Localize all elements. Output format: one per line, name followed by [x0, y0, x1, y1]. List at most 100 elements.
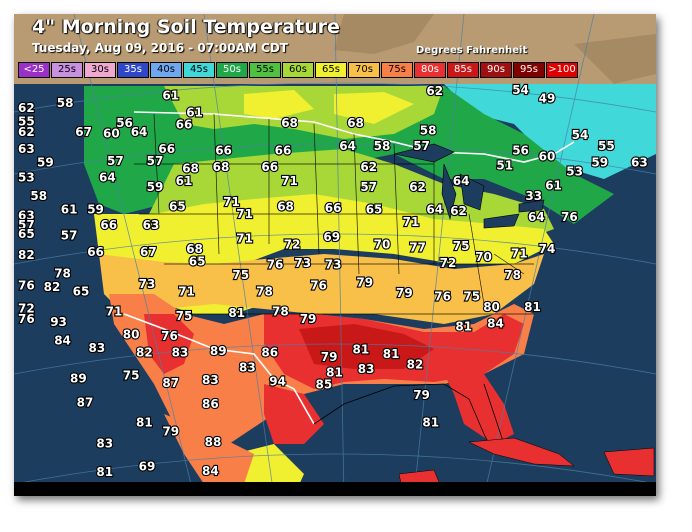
national-border [123, 111, 575, 425]
bottom-band [14, 482, 656, 496]
temperature-label: 85 [316, 377, 333, 391]
temperature-label: 94 [269, 374, 286, 388]
temperature-label: 70 [374, 238, 391, 252]
temperature-label: 60 [539, 149, 556, 163]
temperature-label: 88 [205, 435, 222, 449]
legend-swatch-12: 80s [414, 62, 446, 78]
temperature-label: 79 [162, 425, 179, 439]
temperature-label: 83 [89, 341, 106, 355]
temperature-label: 72 [284, 238, 301, 252]
temperature-label: 71 [236, 232, 253, 246]
temperature-label: 54 [512, 83, 529, 97]
temperature-label: 82 [44, 280, 61, 294]
temperature-label: 61 [162, 89, 179, 103]
temperature-label: 83 [96, 437, 113, 451]
temperature-label: 65 [189, 254, 206, 268]
temperature-label: 76 [267, 257, 284, 271]
temperature-label: 83 [172, 346, 189, 360]
legend-swatch-0: <25 [18, 62, 50, 78]
temperature-label: 78 [256, 285, 273, 299]
temperature-label: 81 [524, 300, 541, 314]
graticule [14, 14, 656, 496]
temperature-label: 57 [147, 154, 164, 168]
legend-swatch-8: 60s [282, 62, 314, 78]
temperature-label: 78 [504, 268, 521, 282]
temperature-label: 59 [87, 203, 104, 217]
temperature-label: 65 [73, 285, 90, 299]
temperature-label: 57 [18, 218, 35, 232]
temperature-labels: 62 58 61 61 62 54 49 55 56 66 62 67 60 64 68 68 58 54 55 63… [17, 82, 649, 480]
temperature-label: 72 [440, 256, 457, 270]
temperature-label: 62 [426, 84, 443, 98]
temperature-label: 82 [407, 358, 424, 372]
temperature-label: 63 [18, 209, 35, 223]
temperature-label: 59 [37, 156, 54, 170]
temperature-label: 81 [326, 365, 343, 379]
temperature-field [84, 84, 656, 496]
temperature-label: 75 [232, 268, 249, 282]
temperature-label: 73 [294, 256, 311, 270]
temperature-label: 68 [281, 116, 298, 130]
temperature-label: 75 [453, 239, 470, 253]
temperature-label: 71 [178, 285, 195, 299]
temperature-label: 87 [162, 376, 179, 390]
temperature-label: 76 [18, 279, 35, 293]
legend-swatch-10: 70s [348, 62, 380, 78]
temperature-label: 73 [139, 277, 156, 291]
temperature-label: 81 [383, 347, 400, 361]
temperature-label: 81 [422, 415, 439, 429]
temperature-label: 71 [106, 305, 123, 319]
temperature-label: 62 [409, 180, 426, 194]
temperature-label: 65 [18, 227, 35, 241]
temperature-label: 57 [107, 154, 124, 168]
temperature-label: 61 [545, 178, 562, 192]
temperature-label: 62 [450, 204, 467, 218]
temperature-label: 57 [360, 180, 377, 194]
temperature-label: 66 [215, 143, 232, 157]
temperature-label: 61 [61, 203, 78, 217]
temperature-label: 71 [281, 174, 298, 188]
temperature-label: 68 [277, 200, 294, 214]
temperature-label: 55 [598, 139, 615, 153]
temperature-label: 56 [116, 116, 133, 130]
temperature-label: 59 [591, 156, 608, 170]
temperature-label: 56 [512, 143, 529, 157]
temperature-label: 66 [158, 142, 175, 156]
legend-swatch-2: 30s [84, 62, 116, 78]
legend-swatch-6: 50s [216, 62, 248, 78]
temperature-label: 64 [528, 210, 545, 224]
temperature-label: 81 [455, 320, 472, 334]
temperature-label: 86 [261, 346, 278, 360]
temperature-label: 58 [57, 96, 74, 110]
temperature-label: 61 [186, 105, 203, 119]
legend-swatch-14: 90s [480, 62, 512, 78]
legend-swatch-1: 25s [51, 62, 83, 78]
legend-swatch-9: 65s [315, 62, 347, 78]
temperature-label: 78 [54, 267, 71, 281]
temperature-label: 76 [561, 210, 578, 224]
temperature-label: 66 [325, 201, 342, 215]
temperature-label: 82 [18, 248, 35, 262]
state-borders [134, 113, 534, 315]
units-label: Degrees Fahrenheit [416, 45, 528, 56]
map-title: 4" Morning Soil Temperature [32, 16, 340, 38]
temperature-label: 65 [169, 200, 186, 214]
temperature-label: 71 [511, 247, 528, 261]
legend-swatch-16: >100 [546, 62, 578, 78]
temperature-label: 75 [123, 368, 140, 382]
temperature-label: 63 [143, 218, 160, 232]
temperature-label: 72 [18, 301, 35, 315]
temperature-label: 53 [18, 171, 35, 185]
soil-temperature-map: 62 58 61 61 62 54 49 55 56 66 62 67 60 64 68 68 58 54 55 63… [14, 14, 656, 496]
temperature-label: 58 [30, 189, 47, 203]
temperature-label: 71 [403, 215, 420, 229]
temperature-label: 66 [275, 143, 292, 157]
temperature-label: 60 [103, 127, 120, 141]
temperature-label: 81 [96, 465, 113, 479]
legend-swatch-7: 55s [249, 62, 281, 78]
temperature-label: 66 [87, 245, 104, 259]
temperature-label: 58 [374, 139, 391, 153]
temperature-label: 82 [136, 346, 153, 360]
temperature-label: 76 [434, 289, 451, 303]
temperature-label: 62 [18, 125, 35, 139]
